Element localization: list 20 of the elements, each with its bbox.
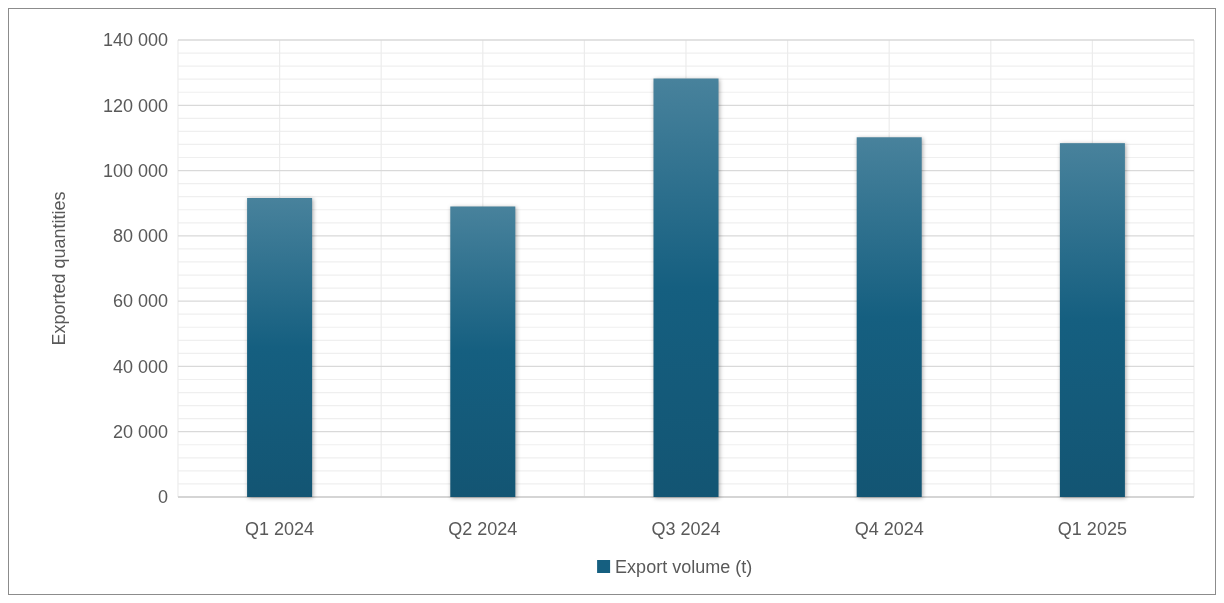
bar [856, 137, 922, 497]
bar [247, 197, 313, 497]
x-tick-label: Q3 2024 [651, 519, 721, 539]
y-tick-label: 60 000 [112, 291, 168, 312]
legend-label: Export volume (t) [615, 557, 753, 577]
y-tick-label: 140 000 [102, 30, 168, 51]
y-tick-label: 100 000 [102, 160, 168, 181]
bar [450, 206, 516, 497]
bar [1059, 143, 1125, 497]
y-axis-title: Exported quantities [49, 191, 69, 346]
y-tick-label: 20 000 [112, 422, 168, 443]
y-tick-label: 80 000 [112, 226, 168, 247]
x-tick-label: Q1 2025 [1057, 519, 1127, 539]
y-tick-label: 0 [157, 487, 168, 508]
y-tick-label: 120 000 [102, 95, 168, 116]
x-tick-label: Q1 2024 [245, 519, 315, 539]
x-tick-label: Q4 2024 [854, 519, 924, 539]
bar [653, 78, 719, 497]
y-tick-label: 40 000 [112, 356, 168, 377]
x-tick-label: Q2 2024 [448, 519, 518, 539]
